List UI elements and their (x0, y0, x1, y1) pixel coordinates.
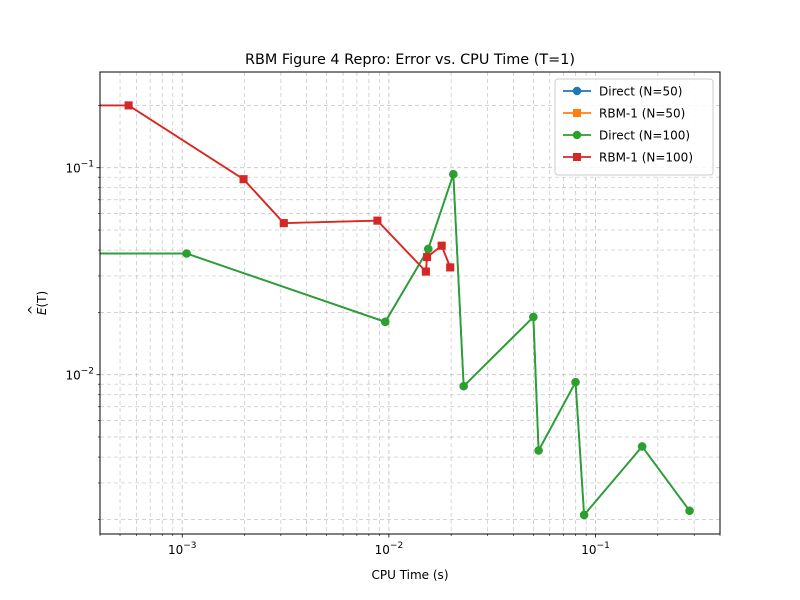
data-point (424, 244, 433, 254)
series-layer (100, 101, 694, 520)
data-point (381, 317, 390, 327)
data-point (459, 381, 468, 391)
legend-marker (572, 86, 582, 96)
plot-frame (99, 71, 721, 535)
grid (99, 72, 721, 534)
data-point (279, 219, 288, 228)
x-tick-label: 10−2 (375, 541, 404, 557)
data-point (437, 241, 446, 250)
legend-item: RBM-1 (N=100) (563, 151, 693, 165)
legend-item: Direct (N=50) (563, 85, 682, 99)
legend-item: RBM-1 (N=50) (563, 107, 685, 121)
data-point (421, 267, 430, 276)
data-point (685, 506, 694, 516)
y-axis-label-base: E (35, 307, 49, 315)
y-axis-label: E(T) ^ (26, 291, 49, 315)
y-axis-label-arg: (T) (35, 291, 49, 308)
data-point (637, 442, 647, 451)
legend-box (554, 78, 714, 176)
legend-label: Direct (N=50) (599, 85, 682, 99)
series-2 (100, 170, 694, 520)
data-point (579, 510, 589, 520)
x-tick-label: 10−3 (168, 541, 197, 557)
x-tick-label: 10−1 (581, 541, 610, 557)
data-point (423, 253, 432, 262)
x-axis-label: CPU Time (s) (371, 568, 448, 582)
data-point (124, 101, 133, 110)
y-axis-label-hat: ^ (26, 305, 40, 315)
series-3 (100, 101, 455, 276)
data-point (446, 263, 455, 272)
data-point (239, 175, 248, 184)
series-line (100, 173, 691, 516)
legend-marker (573, 153, 581, 161)
y-tick-label: 10−1 (65, 160, 94, 176)
legend-marker (572, 130, 582, 140)
legend-label: RBM-1 (N=50) (599, 107, 685, 121)
legend: Direct (N=50) RBM-1 (N=50) Direct (N=100) R… (554, 78, 714, 176)
ticks: 10−3 10−2 10−1 10−2 10−1 (65, 105, 721, 557)
legend-marker (573, 109, 581, 117)
legend-label: RBM-1 (N=100) (599, 151, 693, 165)
data-point (182, 249, 191, 258)
legend-label: Direct (N=100) (599, 129, 690, 143)
data-point (449, 170, 458, 179)
data-point (373, 216, 382, 225)
y-tick-label: 10−2 (65, 367, 94, 383)
data-point (529, 312, 538, 322)
y-axis-label-text: E(T) (35, 291, 49, 315)
data-point (571, 378, 580, 387)
chart-title: RBM Figure 4 Repro: Error vs. CPU Time (… (245, 52, 575, 68)
data-point (534, 446, 543, 455)
legend-item: Direct (N=100) (563, 129, 690, 143)
